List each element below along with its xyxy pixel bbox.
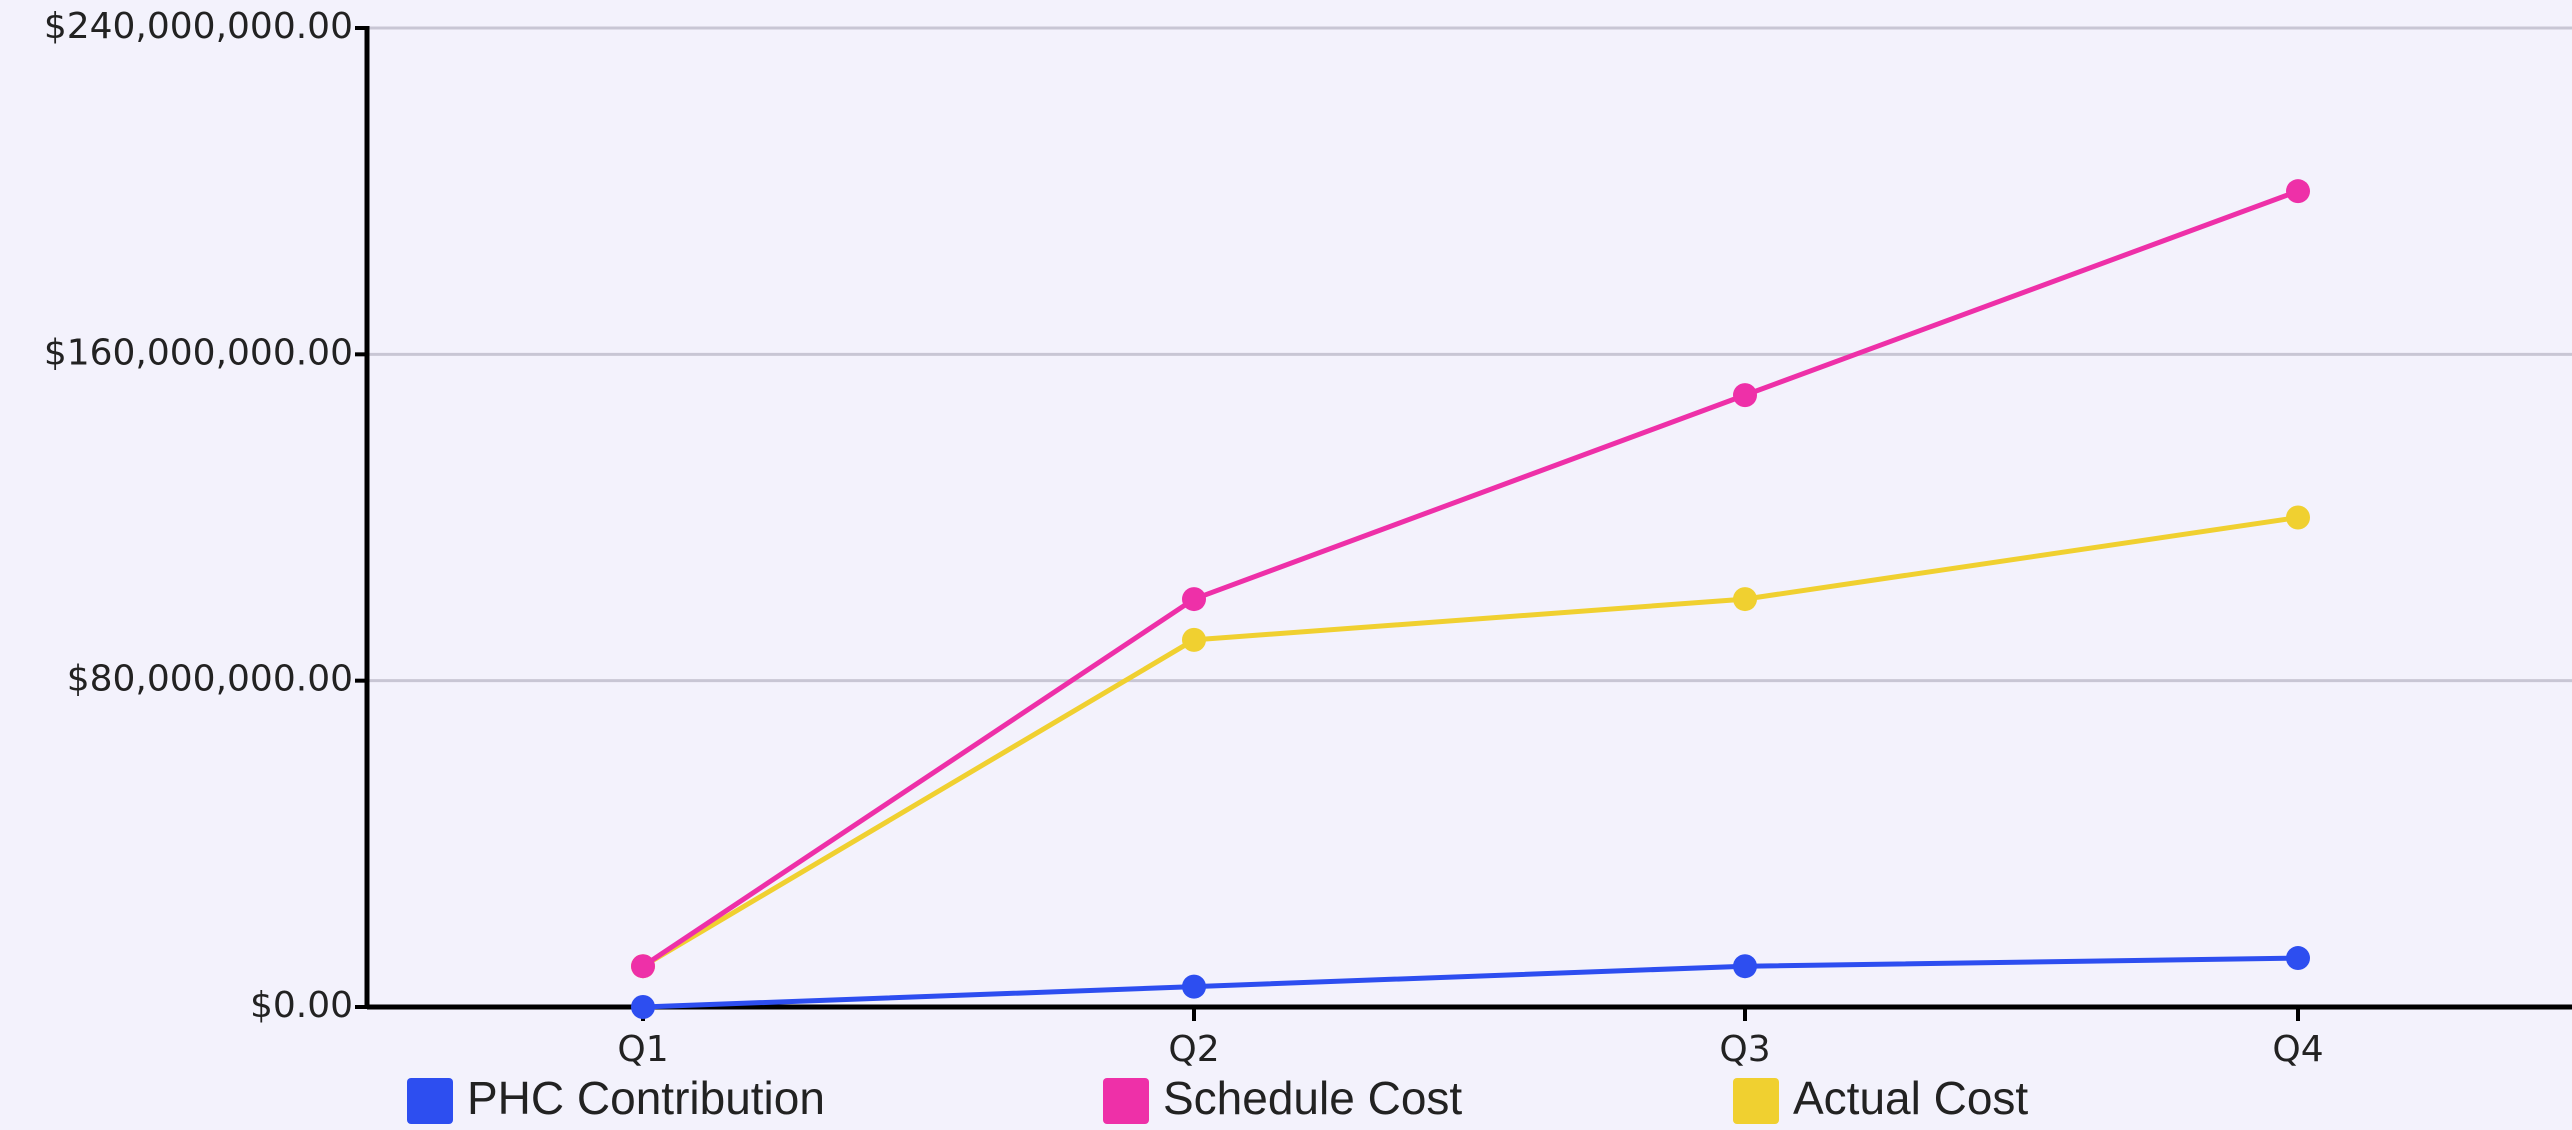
data-point	[1733, 587, 1757, 612]
data-point	[631, 954, 655, 979]
legend-swatch	[1733, 1078, 1779, 1124]
x-tick-label: Q1	[617, 1029, 668, 1070]
x-tick-label: Q2	[1168, 1029, 1219, 1070]
y-tick-label: $80,000,000.00	[67, 659, 353, 700]
legend-swatch	[1103, 1078, 1149, 1124]
x-tick-label: Q3	[1719, 1029, 1770, 1070]
legend-swatch	[407, 1078, 453, 1124]
series-line	[642, 955, 2299, 1010]
data-point	[1733, 954, 1757, 979]
y-tick-label: $160,000,000.00	[44, 332, 353, 373]
data-point	[2286, 505, 2310, 530]
series-line	[641, 188, 2299, 969]
y-tick-label: $240,000,000.00	[44, 6, 353, 47]
data-point	[1182, 974, 1206, 999]
y-tick-label: $0.00	[250, 985, 353, 1026]
data-point	[2286, 179, 2310, 204]
series-line	[641, 515, 2299, 969]
legend-label: Schedule Cost	[1163, 1072, 1462, 1124]
data-point	[1182, 627, 1206, 652]
data-point	[631, 995, 655, 1019]
x-tick-label: Q4	[2272, 1029, 2323, 1070]
data-point	[1733, 383, 1757, 408]
legend-label: Actual Cost	[1793, 1072, 2028, 1124]
data-point	[2286, 946, 2310, 971]
data-point	[1182, 587, 1206, 612]
legend-label: PHC Contribution	[467, 1072, 825, 1124]
